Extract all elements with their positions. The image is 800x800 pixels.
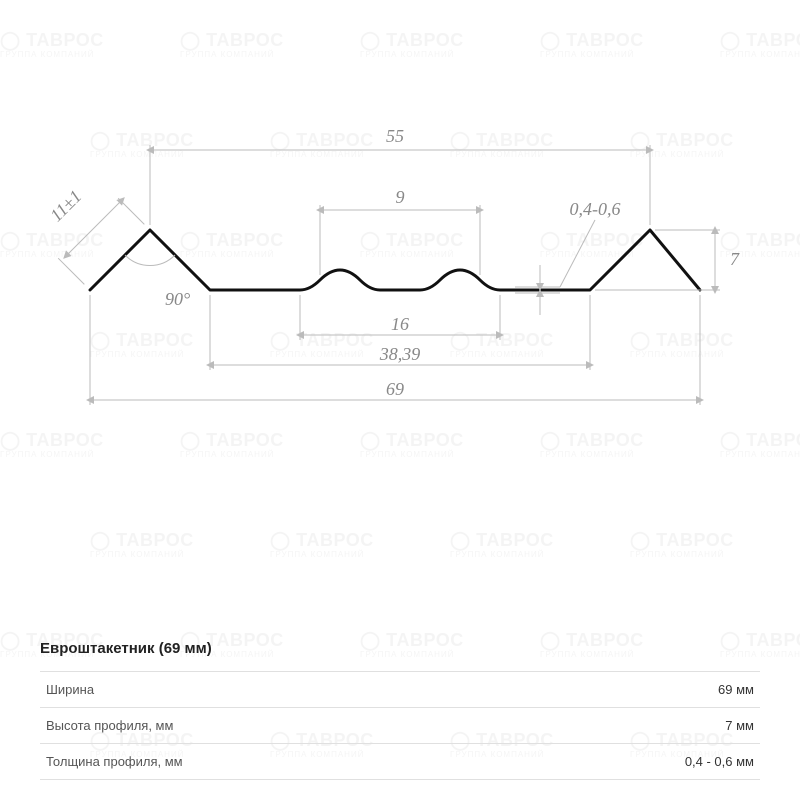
dim-69: 69 xyxy=(386,379,404,399)
watermark: ◯ ТАВРОСГРУППА КОМПАНИЙ xyxy=(360,430,464,459)
spec-value: 69 мм xyxy=(718,682,754,697)
watermark: ◯ ТАВРОСГРУППА КОМПАНИЙ xyxy=(540,430,644,459)
dim-9: 9 xyxy=(396,187,405,207)
watermark: ◯ ТАВРОСГРУППА КОМПАНИЙ xyxy=(90,530,194,559)
watermark: ◯ ТАВРОСГРУППА КОМПАНИЙ xyxy=(720,30,800,59)
dim-7: 7 xyxy=(730,249,740,269)
dim-55: 55 xyxy=(386,126,404,146)
spec-value: 7 мм xyxy=(725,718,754,733)
spec-row: Высота профиля, мм 7 мм xyxy=(40,707,760,743)
watermark: ◯ ТАВРОСГРУППА КОМПАНИЙ xyxy=(0,430,104,459)
spec-title: Евроштакетник (69 мм) xyxy=(40,640,760,657)
watermark: ◯ ТАВРОСГРУППА КОМПАНИЙ xyxy=(540,30,644,59)
spec-row: Толщина профиля, мм 0,4 - 0,6 мм xyxy=(40,743,760,780)
spec-label: Ширина xyxy=(46,682,94,697)
watermark: ◯ ТАВРОСГРУППА КОМПАНИЙ xyxy=(720,430,800,459)
watermark: ◯ ТАВРОСГРУППА КОМПАНИЙ xyxy=(360,30,464,59)
watermark: ◯ ТАВРОСГРУППА КОМПАНИЙ xyxy=(180,430,284,459)
watermark: ◯ ТАВРОСГРУППА КОМПАНИЙ xyxy=(450,530,554,559)
dim-3839: 38,39 xyxy=(379,344,421,364)
dim-90: 90° xyxy=(165,289,190,309)
watermark: ◯ ТАВРОСГРУППА КОМПАНИЙ xyxy=(0,30,104,59)
dim-11: 11±1 xyxy=(46,186,85,225)
watermark: ◯ ТАВРОСГРУППА КОМПАНИЙ xyxy=(630,530,734,559)
profile-diagram: 55 11±1 90° 9 0,4-0,6 7 16 xyxy=(0,90,800,410)
watermark: ◯ ТАВРОСГРУППА КОМПАНИЙ xyxy=(180,30,284,59)
spec-table: Евроштакетник (69 мм) Ширина 69 мм Высота … xyxy=(40,640,760,780)
spec-label: Толщина профиля, мм xyxy=(46,754,183,769)
spec-row: Ширина 69 мм xyxy=(40,671,760,707)
spec-value: 0,4 - 0,6 мм xyxy=(685,754,754,769)
dim-thickness: 0,4-0,6 xyxy=(570,199,621,219)
dim-16: 16 xyxy=(391,314,409,334)
spec-label: Высота профиля, мм xyxy=(46,718,173,733)
watermark: ◯ ТАВРОСГРУППА КОМПАНИЙ xyxy=(270,530,374,559)
profile-path xyxy=(90,230,700,290)
